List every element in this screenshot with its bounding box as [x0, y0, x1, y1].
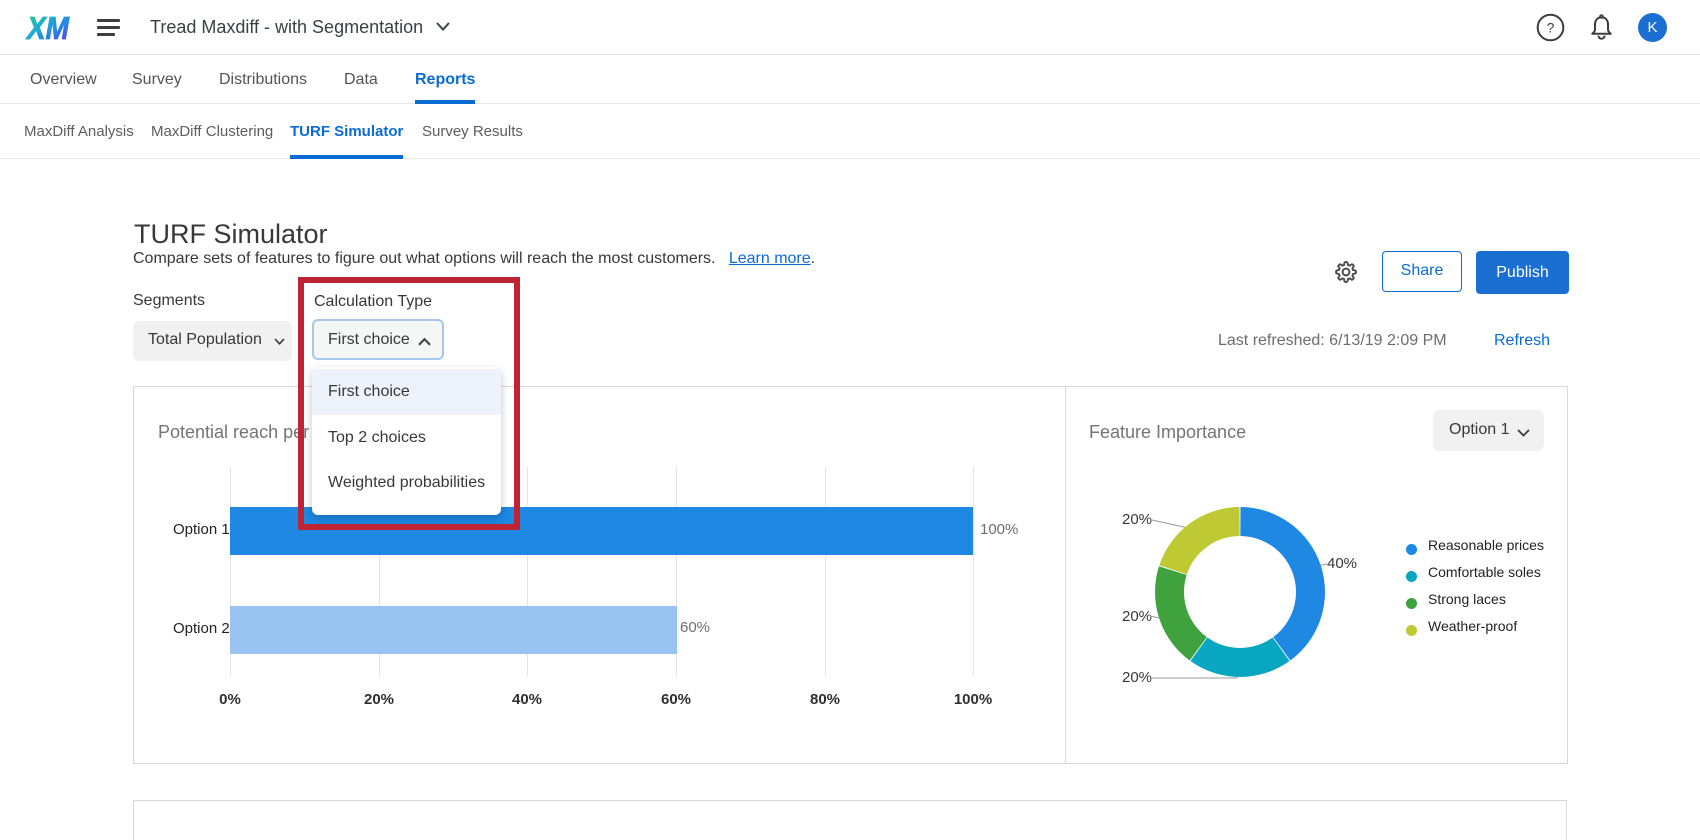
svg-text:?: ?: [1547, 20, 1555, 36]
svg-text:XM: XM: [25, 13, 72, 41]
